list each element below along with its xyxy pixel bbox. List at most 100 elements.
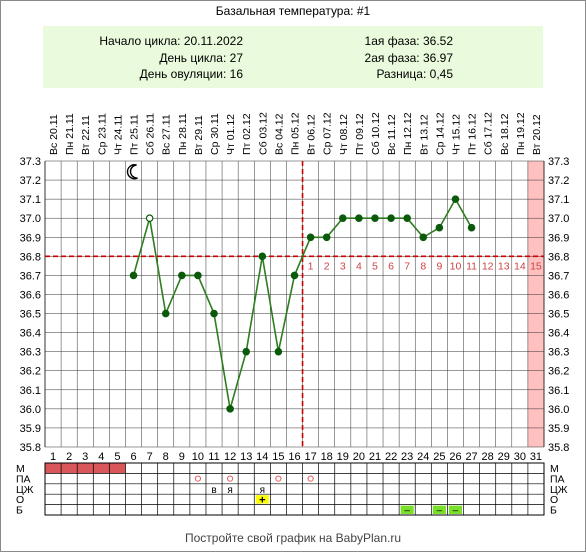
temperature-point <box>210 309 218 318</box>
day-number: 14 <box>256 451 268 463</box>
y-tick-right: 36.4 <box>548 328 569 340</box>
phase2-day-number: 12 <box>482 260 494 272</box>
y-tick-left: 35.8 <box>20 442 41 454</box>
phase2-day-number: 4 <box>356 260 362 272</box>
date-label: Пт 09.12 <box>354 113 366 155</box>
day-number: 5 <box>114 451 120 463</box>
day-number: 21 <box>369 451 381 463</box>
date-label: Ср 14.12 <box>434 112 446 155</box>
date-label: Сб 10.12 <box>370 112 382 155</box>
y-tick-right: 36.7 <box>548 270 569 282</box>
y-tick-left: 36.4 <box>20 328 41 340</box>
date-label: Чт 24.11 <box>112 115 124 155</box>
temperature-point <box>242 347 251 356</box>
temperature-point <box>274 347 283 356</box>
temperature-point <box>194 271 202 280</box>
footer-link[interactable]: Постройте свой график на BabyPlan.ru <box>184 531 402 545</box>
day-number: 17 <box>304 451 316 463</box>
pregnancy-test-mark: – <box>437 506 443 517</box>
y-tick-left: 36.0 <box>20 404 41 416</box>
date-label: Пт 16.12 <box>467 113 479 155</box>
cycle-info-panel: Начало цикла: 20.11.2022 День цикла: 27 … <box>43 26 543 88</box>
row-label-left: Б <box>16 505 23 517</box>
day-number: 10 <box>192 451 204 463</box>
date-label: Вс 27.11 <box>161 114 173 155</box>
day-number: 8 <box>163 451 169 463</box>
pregnancy-test-mark: – <box>404 506 410 517</box>
pregnancy-test-cell <box>432 505 446 514</box>
phase2-day-number: 6 <box>388 260 394 272</box>
date-label: Чт 08.12 <box>338 114 350 155</box>
phase2-day-number: 5 <box>372 260 378 272</box>
menses-cell <box>45 463 62 474</box>
phase2-day-number: 3 <box>340 260 346 272</box>
pa-mark <box>275 475 282 482</box>
day-number: 19 <box>337 451 349 463</box>
row-label-right: ПА <box>550 473 565 485</box>
pregnancy-test-mark: – <box>453 506 459 517</box>
temperature-point <box>178 271 186 280</box>
y-tick-left: 36.8 <box>20 251 41 263</box>
pregnancy-test-cell <box>400 505 414 514</box>
y-tick-left: 36.6 <box>20 289 41 301</box>
y-tick-right: 35.9 <box>548 423 569 435</box>
day-number: 12 <box>224 451 236 463</box>
day-number: 26 <box>449 451 461 463</box>
date-label: Вс 04.12 <box>273 113 285 155</box>
day-number: 13 <box>240 451 252 463</box>
pregnancy-test-cell <box>448 505 463 514</box>
phase-difference: Разница: 0,45 <box>376 67 453 81</box>
date-label: Чт 15.12 <box>450 114 462 155</box>
ovulation-test-mark: + <box>259 495 265 507</box>
phase2-day-number: 10 <box>450 260 462 272</box>
y-tick-right: 37.3 <box>548 156 569 168</box>
temperature-point <box>435 223 444 232</box>
day-number: 28 <box>482 451 494 463</box>
date-label: Вт 20.12 <box>531 114 543 155</box>
phase2-day-number: 1 <box>308 260 314 272</box>
date-label: Вт 29.11 <box>193 115 205 155</box>
date-label: Пн 21.11 <box>64 113 76 155</box>
date-label: Вт 13.12 <box>418 114 430 155</box>
date-label: Пн 28.11 <box>177 113 189 155</box>
date-label: Вс 11.12 <box>386 114 398 155</box>
date-label: Вт 22.11 <box>80 115 92 155</box>
y-tick-left: 36.9 <box>20 232 41 244</box>
day-number: 4 <box>98 451 104 463</box>
row-label-right: Б <box>550 505 557 517</box>
day-number: 27 <box>465 451 477 463</box>
today-highlight <box>527 161 544 447</box>
pa-mark <box>307 475 314 482</box>
phase2-day-number: 15 <box>530 260 542 272</box>
y-tick-left: 37.3 <box>20 156 41 168</box>
day-number: 6 <box>130 451 136 463</box>
phase1-average: 1ая фаза: 36.52 <box>364 34 453 48</box>
phase2-day-number: 7 <box>404 260 410 272</box>
temperature-point <box>387 214 395 223</box>
day-number: 23 <box>401 451 413 463</box>
date-label: Ср 30.11 <box>209 113 221 155</box>
y-tick-left: 36.1 <box>20 385 41 397</box>
date-label: Вс 18.12 <box>499 113 511 155</box>
date-label: Пн 05.12 <box>290 112 302 155</box>
y-tick-right: 37.1 <box>548 194 569 206</box>
menses-cell <box>93 463 110 474</box>
date-label: Сб 17.12 <box>483 112 495 155</box>
y-tick-left: 36.7 <box>20 270 41 282</box>
temperature-point <box>129 271 138 280</box>
y-tick-right: 36.1 <box>548 385 569 397</box>
row-label-left: ПА <box>16 473 31 485</box>
y-tick-right: 36.6 <box>548 289 569 301</box>
pa-mark <box>194 475 202 482</box>
y-tick-right: 36.3 <box>548 347 569 359</box>
chart-title: Базальная температура: #1 <box>215 4 371 18</box>
phase2-day-number: 14 <box>514 260 526 272</box>
temperature-point <box>322 233 331 242</box>
phase2-day-number: 8 <box>420 260 426 272</box>
date-label: Сб 03.12 <box>257 112 269 155</box>
temperature-point <box>467 223 476 232</box>
cervical-mark: я <box>260 485 265 496</box>
y-tick-left: 37.2 <box>20 175 41 187</box>
y-tick-left: 35.9 <box>20 423 41 435</box>
